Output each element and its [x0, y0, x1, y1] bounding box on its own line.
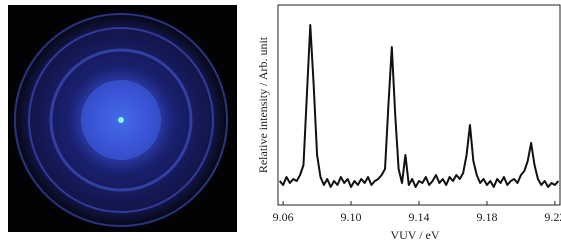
detector-image [8, 5, 237, 232]
x-tick-label: 9.10 [341, 210, 362, 224]
center-spot [118, 117, 124, 123]
y-axis-label: Relative intensity / Arb. unit [256, 36, 270, 173]
x-tick-label: 9.06 [273, 210, 294, 224]
x-tick-label: 9.22 [544, 210, 561, 224]
spectrum-line [280, 25, 559, 187]
x-tick-label: 9.18 [476, 210, 497, 224]
x-tick-label: 9.14 [409, 210, 430, 224]
x-axis-label: VUV / eV [390, 228, 439, 242]
figure: VUV / eV Relative intensity / Arb. unit … [0, 0, 561, 243]
